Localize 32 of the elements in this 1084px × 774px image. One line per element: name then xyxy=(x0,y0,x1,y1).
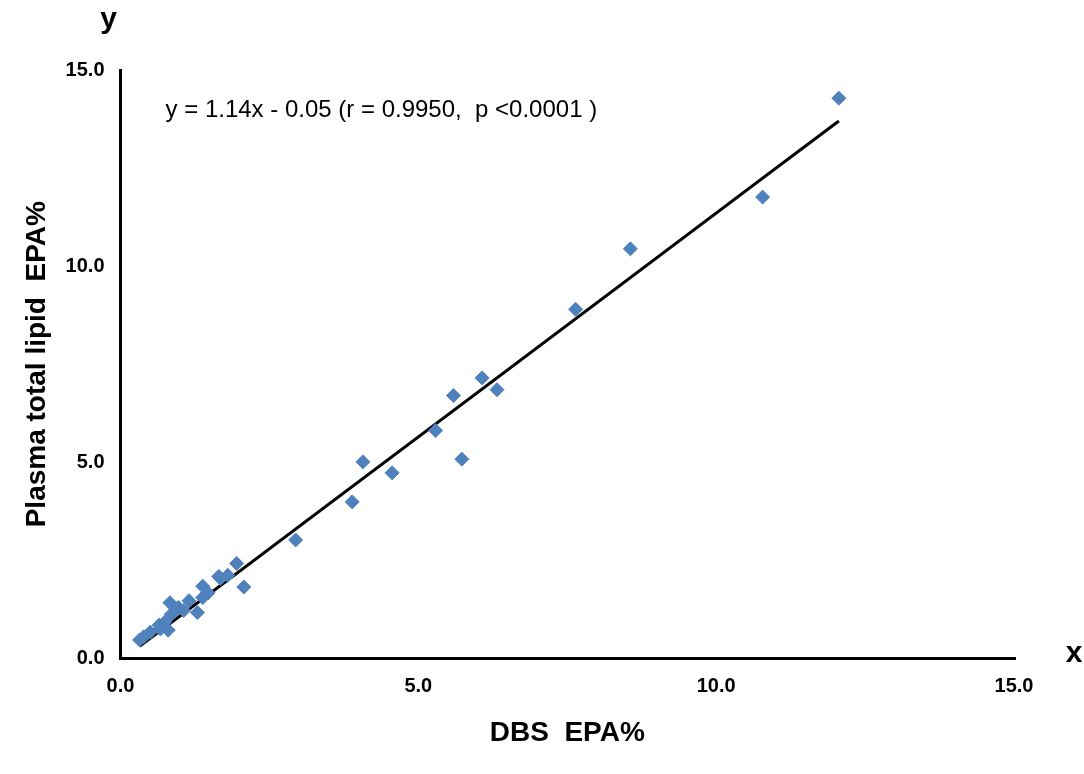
y-tick-label: 0.0 xyxy=(76,645,105,668)
point xyxy=(288,532,304,548)
y-axis-title: Plasma total lipid EPA% xyxy=(19,200,51,528)
annotation: y = 1.14x - 0.05 (r = 0.9950, p <0.0001 ) xyxy=(165,94,598,122)
point xyxy=(163,606,179,622)
point xyxy=(229,555,245,571)
text: x xyxy=(1065,634,1083,668)
point xyxy=(489,382,505,398)
x-axis-title: DBS EPA% xyxy=(489,715,645,747)
y-tick-label: 5.0 xyxy=(76,449,105,472)
point xyxy=(454,451,470,467)
point xyxy=(428,422,444,438)
point xyxy=(384,465,400,481)
point xyxy=(474,370,490,386)
point xyxy=(622,241,638,257)
x-tick-label: 10.0 xyxy=(696,673,736,696)
point xyxy=(236,579,252,595)
point xyxy=(189,605,205,621)
point xyxy=(355,454,371,470)
y-tick-label: 10.0 xyxy=(65,253,105,276)
x-tick-label: 5.0 xyxy=(404,673,433,696)
point xyxy=(831,90,847,106)
text: y xyxy=(100,1,118,35)
point xyxy=(132,632,148,648)
x-tick-label: 0.0 xyxy=(106,673,135,696)
x-tick-label: 15.0 xyxy=(994,673,1034,696)
point xyxy=(568,301,584,317)
point xyxy=(755,189,771,205)
point xyxy=(445,388,461,404)
y-tick-label: 15.0 xyxy=(65,57,105,80)
point xyxy=(181,593,197,609)
point xyxy=(344,494,360,510)
